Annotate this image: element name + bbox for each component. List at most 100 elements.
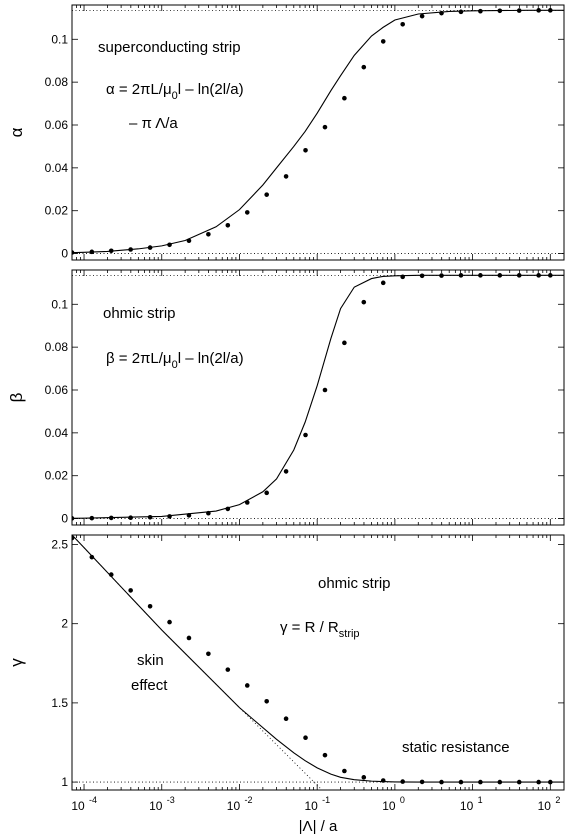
- x-tick-label-exponent: -2: [244, 795, 252, 805]
- data-point: [536, 273, 541, 278]
- data-point: [108, 248, 114, 254]
- data-point: [244, 500, 250, 505]
- y-axis-label: β: [7, 392, 26, 402]
- y-tick-label: 0.1: [51, 297, 68, 311]
- data-point: [322, 387, 328, 393]
- y-tick-label: 1.5: [51, 696, 68, 710]
- x-tick-label-exponent: -1: [322, 795, 330, 805]
- y-tick-label: 0.1: [51, 32, 68, 46]
- data-point: [419, 779, 425, 785]
- data-point: [206, 231, 211, 237]
- panel-gamma: 11.522.510 -4 10 -3 10 -2 10 -1 10 0 10 1 10 2γ|Λ| / …: [7, 534, 565, 835]
- data-point: [303, 432, 308, 438]
- annotation: ohmic strip: [103, 305, 176, 322]
- data-point: [167, 242, 172, 248]
- data-point: [322, 124, 328, 130]
- data-point: [303, 147, 308, 153]
- x-tick-label: 10: [538, 799, 552, 813]
- data-point: [322, 752, 328, 758]
- annotation: effect: [131, 677, 168, 694]
- x-tick-label-exponent: -3: [167, 795, 175, 805]
- plot-frame: [71, 534, 565, 791]
- data-point: [264, 699, 269, 704]
- data-point: [361, 775, 367, 780]
- data-point: [206, 510, 211, 516]
- x-tick-label: 10: [460, 799, 474, 813]
- x-tick-label-exponent: 1: [478, 795, 483, 805]
- y-tick-label: 0.02: [45, 204, 69, 218]
- x-tick-label: 10: [227, 799, 241, 813]
- data-point: [264, 192, 269, 197]
- data-point: [244, 210, 250, 215]
- data-point: [516, 273, 522, 278]
- data-point: [128, 588, 133, 593]
- data-point: [536, 8, 541, 13]
- y-tick-label: 0.04: [45, 161, 69, 175]
- data-point: [380, 39, 386, 44]
- panel-beta: 0 0.02 0.04 0.06 0.08 0.1 β ohmic strip β = 2πL/…: [7, 269, 565, 526]
- y-tick-label: 0.08: [45, 75, 69, 89]
- data-point: [264, 490, 269, 496]
- y-tick-label: 0.06: [45, 383, 69, 397]
- y-tick-label: 2.5: [51, 538, 68, 552]
- data-point: [186, 513, 192, 518]
- data-point: [167, 619, 172, 625]
- data-point: [497, 779, 503, 785]
- plot-frame: [71, 269, 565, 526]
- data-point: [186, 238, 192, 244]
- data-point: [128, 515, 133, 521]
- y-tick-label: 0: [61, 512, 68, 526]
- data-point: [108, 572, 114, 577]
- y-tick-label: 0.06: [45, 118, 69, 132]
- data-point: [147, 603, 153, 609]
- panel-alpha: 0 0.02 0.04 0.06 0.08 0.1 α superconducting str…: [7, 4, 565, 261]
- data-point: [380, 280, 386, 286]
- data-point: [548, 273, 553, 278]
- y-tick-label: 0.04: [45, 426, 69, 440]
- data-point: [72, 516, 75, 521]
- data-point: [419, 13, 425, 19]
- data-point: [206, 651, 211, 657]
- data-point: [89, 249, 95, 255]
- y-tick-label: 0.02: [45, 469, 69, 483]
- data-point: [536, 779, 541, 785]
- annotation: β = 2πL/μ0l – ln(2l/a): [106, 350, 244, 371]
- data-point: [497, 273, 503, 278]
- data-point: [225, 222, 231, 228]
- data-point: [72, 250, 75, 255]
- annotation: skin: [137, 652, 164, 669]
- y-tick-label: 0.08: [45, 340, 69, 354]
- x-tick-label-exponent: -4: [89, 795, 97, 805]
- data-point: [478, 8, 483, 14]
- data-point: [342, 340, 347, 346]
- data-point: [342, 95, 347, 101]
- x-axis-label: |Λ| / a: [299, 818, 338, 835]
- data-point: [458, 9, 464, 15]
- data-point: [478, 273, 483, 278]
- x-tick-label: 10: [382, 799, 396, 813]
- data-point: [342, 768, 347, 774]
- data-point: [458, 273, 464, 278]
- data-point: [72, 535, 75, 541]
- annotation: α = 2πL/μ0l – ln(2l/a): [106, 81, 244, 102]
- data-point: [439, 273, 444, 278]
- data-point: [400, 21, 405, 27]
- data-point: [400, 274, 405, 280]
- data-point: [283, 469, 289, 474]
- data-point: [548, 779, 553, 785]
- x-tick-label-exponent: 0: [400, 795, 405, 805]
- annotation: static resistance: [402, 739, 510, 756]
- annotation: γ = R / Rstrip: [280, 619, 360, 640]
- data-point: [283, 716, 289, 722]
- data-point: [516, 8, 522, 13]
- plot-frame: [71, 4, 565, 261]
- data-point: [361, 64, 367, 70]
- data-point: [516, 779, 522, 785]
- x-tick-label: 10: [304, 799, 318, 813]
- data-point: [147, 245, 153, 250]
- data-point: [108, 515, 114, 521]
- data-point: [548, 8, 553, 13]
- x-tick-label-exponent: 2: [555, 795, 560, 805]
- annotation: ohmic strip: [318, 575, 391, 592]
